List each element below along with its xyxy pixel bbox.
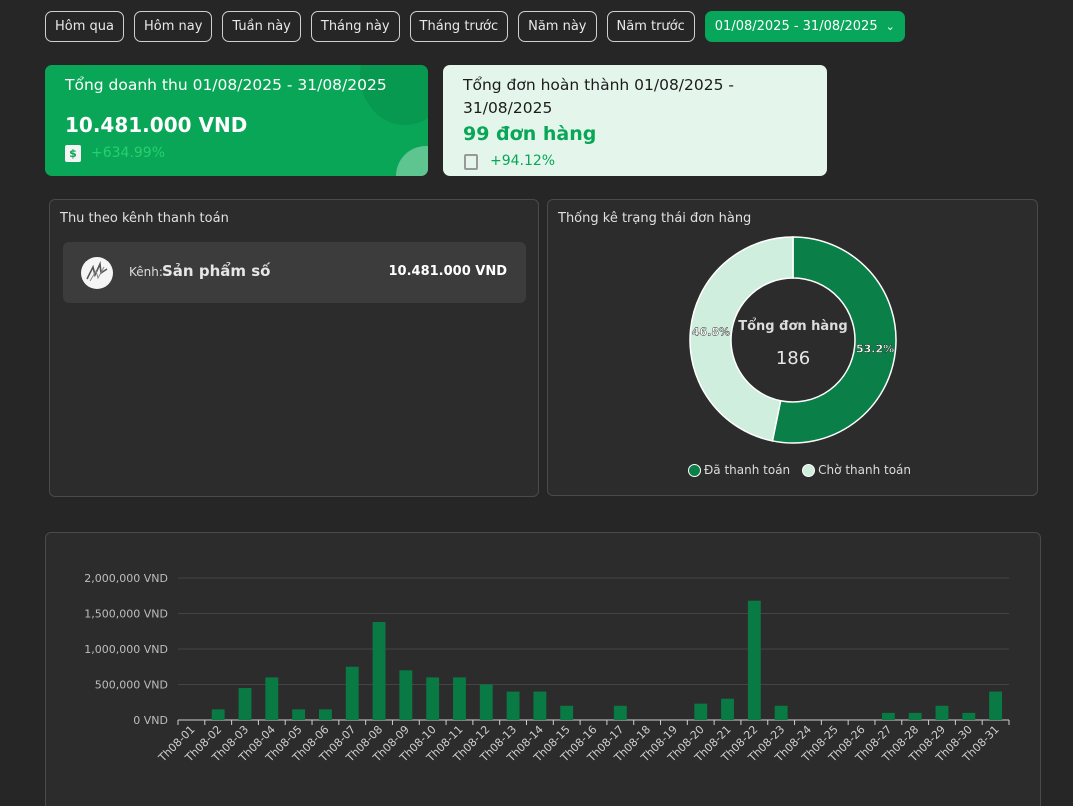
- channel-label: Kênh:: [129, 265, 163, 279]
- panel-title: Thu theo kênh thanh toán: [60, 211, 229, 226]
- legend-item-pending[interactable]: Chờ thanh toán: [802, 463, 911, 477]
- bar[interactable]: [265, 677, 279, 720]
- donut-slice-label: 46.8%: [692, 326, 730, 339]
- bar[interactable]: [479, 684, 493, 721]
- donut-center-value: 186: [776, 348, 810, 369]
- payment-channel-panel: Thu theo kênh thanh toán Kênh: Sản phẩm …: [49, 199, 539, 497]
- donut-legend: Đã thanh toán Chờ thanh toán: [688, 463, 911, 477]
- filter-last-month[interactable]: Tháng trước: [409, 11, 509, 42]
- date-range-picker[interactable]: 01/08/2025 - 31/08/2025 ⌄: [704, 11, 905, 42]
- bar[interactable]: [238, 688, 252, 720]
- revenue-card: Tổng doanh thu 01/08/2025 - 31/08/2025 1…: [45, 65, 428, 176]
- bar[interactable]: [613, 705, 627, 720]
- bar[interactable]: [506, 691, 520, 720]
- channel-value: 10.481.000 VND: [388, 264, 508, 279]
- bar[interactable]: [747, 600, 761, 720]
- daily-revenue-chart: 0 VND 500,000 VND 1,000,000 VND 1,500,000 V…: [84, 572, 1010, 765]
- bar[interactable]: [721, 698, 734, 720]
- donut-slice-0[interactable]: [771, 236, 897, 444]
- bar[interactable]: [533, 691, 547, 720]
- bar[interactable]: [292, 709, 306, 720]
- filter-yesterday[interactable]: Hôm qua: [45, 11, 124, 42]
- y-tick-label: 500,000 VND: [95, 679, 168, 692]
- legend-item-paid[interactable]: Đã thanh toán: [688, 463, 790, 477]
- y-tick-label: 0 VND: [133, 714, 168, 727]
- filter-this-week[interactable]: Tuần này: [222, 11, 301, 42]
- orders-title: Tổng đơn hoàn thành 01/08/2025 - 31/08/2…: [463, 76, 735, 117]
- revenue-change: +634.99%: [91, 145, 166, 161]
- bar[interactable]: [453, 677, 466, 720]
- panel-title: Thống kê trạng thái đơn hàng: [558, 211, 752, 226]
- bar[interactable]: [908, 712, 922, 720]
- filter-last-year[interactable]: Năm trước: [606, 11, 695, 42]
- bar[interactable]: [399, 670, 413, 720]
- date-filter-bar: Hôm qua Hôm nay Tuần này Tháng này Tháng…: [45, 11, 905, 42]
- legend-label: Đã thanh toán: [704, 463, 791, 477]
- orders-change: +94.12%: [490, 153, 556, 169]
- bar[interactable]: [989, 691, 1003, 720]
- channel-name: Sản phẩm số: [162, 262, 271, 280]
- daily-revenue-panel: 0 VND 500,000 VND 1,000,000 VND 1,500,000 V…: [45, 532, 1041, 806]
- orders-value: 99 đơn hàng: [463, 123, 597, 145]
- bar[interactable]: [372, 622, 386, 720]
- bar[interactable]: [560, 705, 574, 720]
- legend-label: Chờ thanh toán: [818, 463, 912, 477]
- legend-dot: [802, 463, 816, 477]
- money-document-icon: $: [65, 145, 81, 162]
- bar[interactable]: [935, 705, 949, 720]
- revenue-title: Tổng doanh thu 01/08/2025 - 31/08/2025: [65, 76, 387, 94]
- receipt-icon: [464, 154, 478, 170]
- filter-this-year[interactable]: Năm này: [518, 11, 597, 42]
- orders-card: Tổng đơn hoàn thành 01/08/2025 - 31/08/2…: [443, 65, 827, 176]
- bar[interactable]: [345, 666, 359, 720]
- donut-slice-label: 53.2%: [856, 342, 894, 355]
- filter-today[interactable]: Hôm nay: [133, 11, 213, 42]
- order-status-panel: Thống kê trạng thái đơn hàng Tổng đơn hà…: [547, 199, 1038, 496]
- legend-dot: [688, 463, 701, 477]
- filter-this-month[interactable]: Tháng này: [310, 11, 400, 42]
- donut-slice-1[interactable]: [689, 236, 794, 442]
- channel-row[interactable]: Kênh: Sản phẩm số 10.481.000 VND: [63, 242, 526, 303]
- bar[interactable]: [881, 712, 895, 720]
- bar[interactable]: [319, 709, 332, 720]
- bar[interactable]: [774, 705, 788, 720]
- bar[interactable]: [426, 677, 440, 720]
- date-range-label: 01/08/2025 - 31/08/2025: [714, 19, 878, 34]
- revenue-value: 10.481.000 VND: [65, 113, 248, 137]
- y-tick-label: 1,000,000 VND: [84, 643, 168, 656]
- bar[interactable]: [694, 703, 708, 720]
- y-tick-label: 1,500,000 VND: [84, 608, 168, 621]
- chevron-down-icon: ⌄: [885, 20, 895, 33]
- bar[interactable]: [211, 709, 225, 720]
- card-decoration: [396, 146, 428, 176]
- bar[interactable]: [962, 712, 976, 720]
- order-status-donut: Tổng đơn hàng 186 53.2% 46.8%: [689, 236, 897, 444]
- y-tick-label: 2,000,000 VND: [84, 572, 168, 585]
- donut-center-label: Tổng đơn hàng: [738, 318, 848, 334]
- channel-logo-icon: [81, 257, 113, 289]
